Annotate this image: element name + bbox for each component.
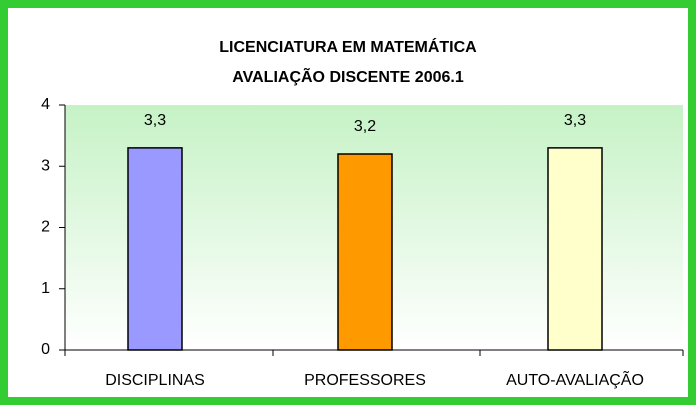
chart-subtitle: AVALIAÇÃO DISCENTE 2006.1: [232, 66, 464, 86]
bar: [337, 153, 393, 351]
y-tick-label: 3: [41, 157, 50, 174]
y-tick-label: 0: [41, 341, 50, 358]
x-tick-label: AUTO-AVALIAÇÃO: [506, 369, 644, 389]
value-label: 3,3: [564, 112, 586, 129]
y-tick-label: 2: [41, 219, 50, 236]
value-label: 3,3: [144, 112, 166, 129]
value-label: 3,2: [354, 118, 376, 135]
x-tick-label: PROFESSORES: [304, 372, 426, 389]
bar: [547, 147, 603, 351]
y-tick-label: 1: [41, 280, 50, 297]
bar: [127, 147, 183, 351]
y-tick-label: 4: [41, 96, 50, 113]
x-tick-label: DISCIPLINAS: [105, 372, 205, 389]
chart-title: LICENCIATURA EM MATEMÁTICA: [219, 37, 477, 56]
